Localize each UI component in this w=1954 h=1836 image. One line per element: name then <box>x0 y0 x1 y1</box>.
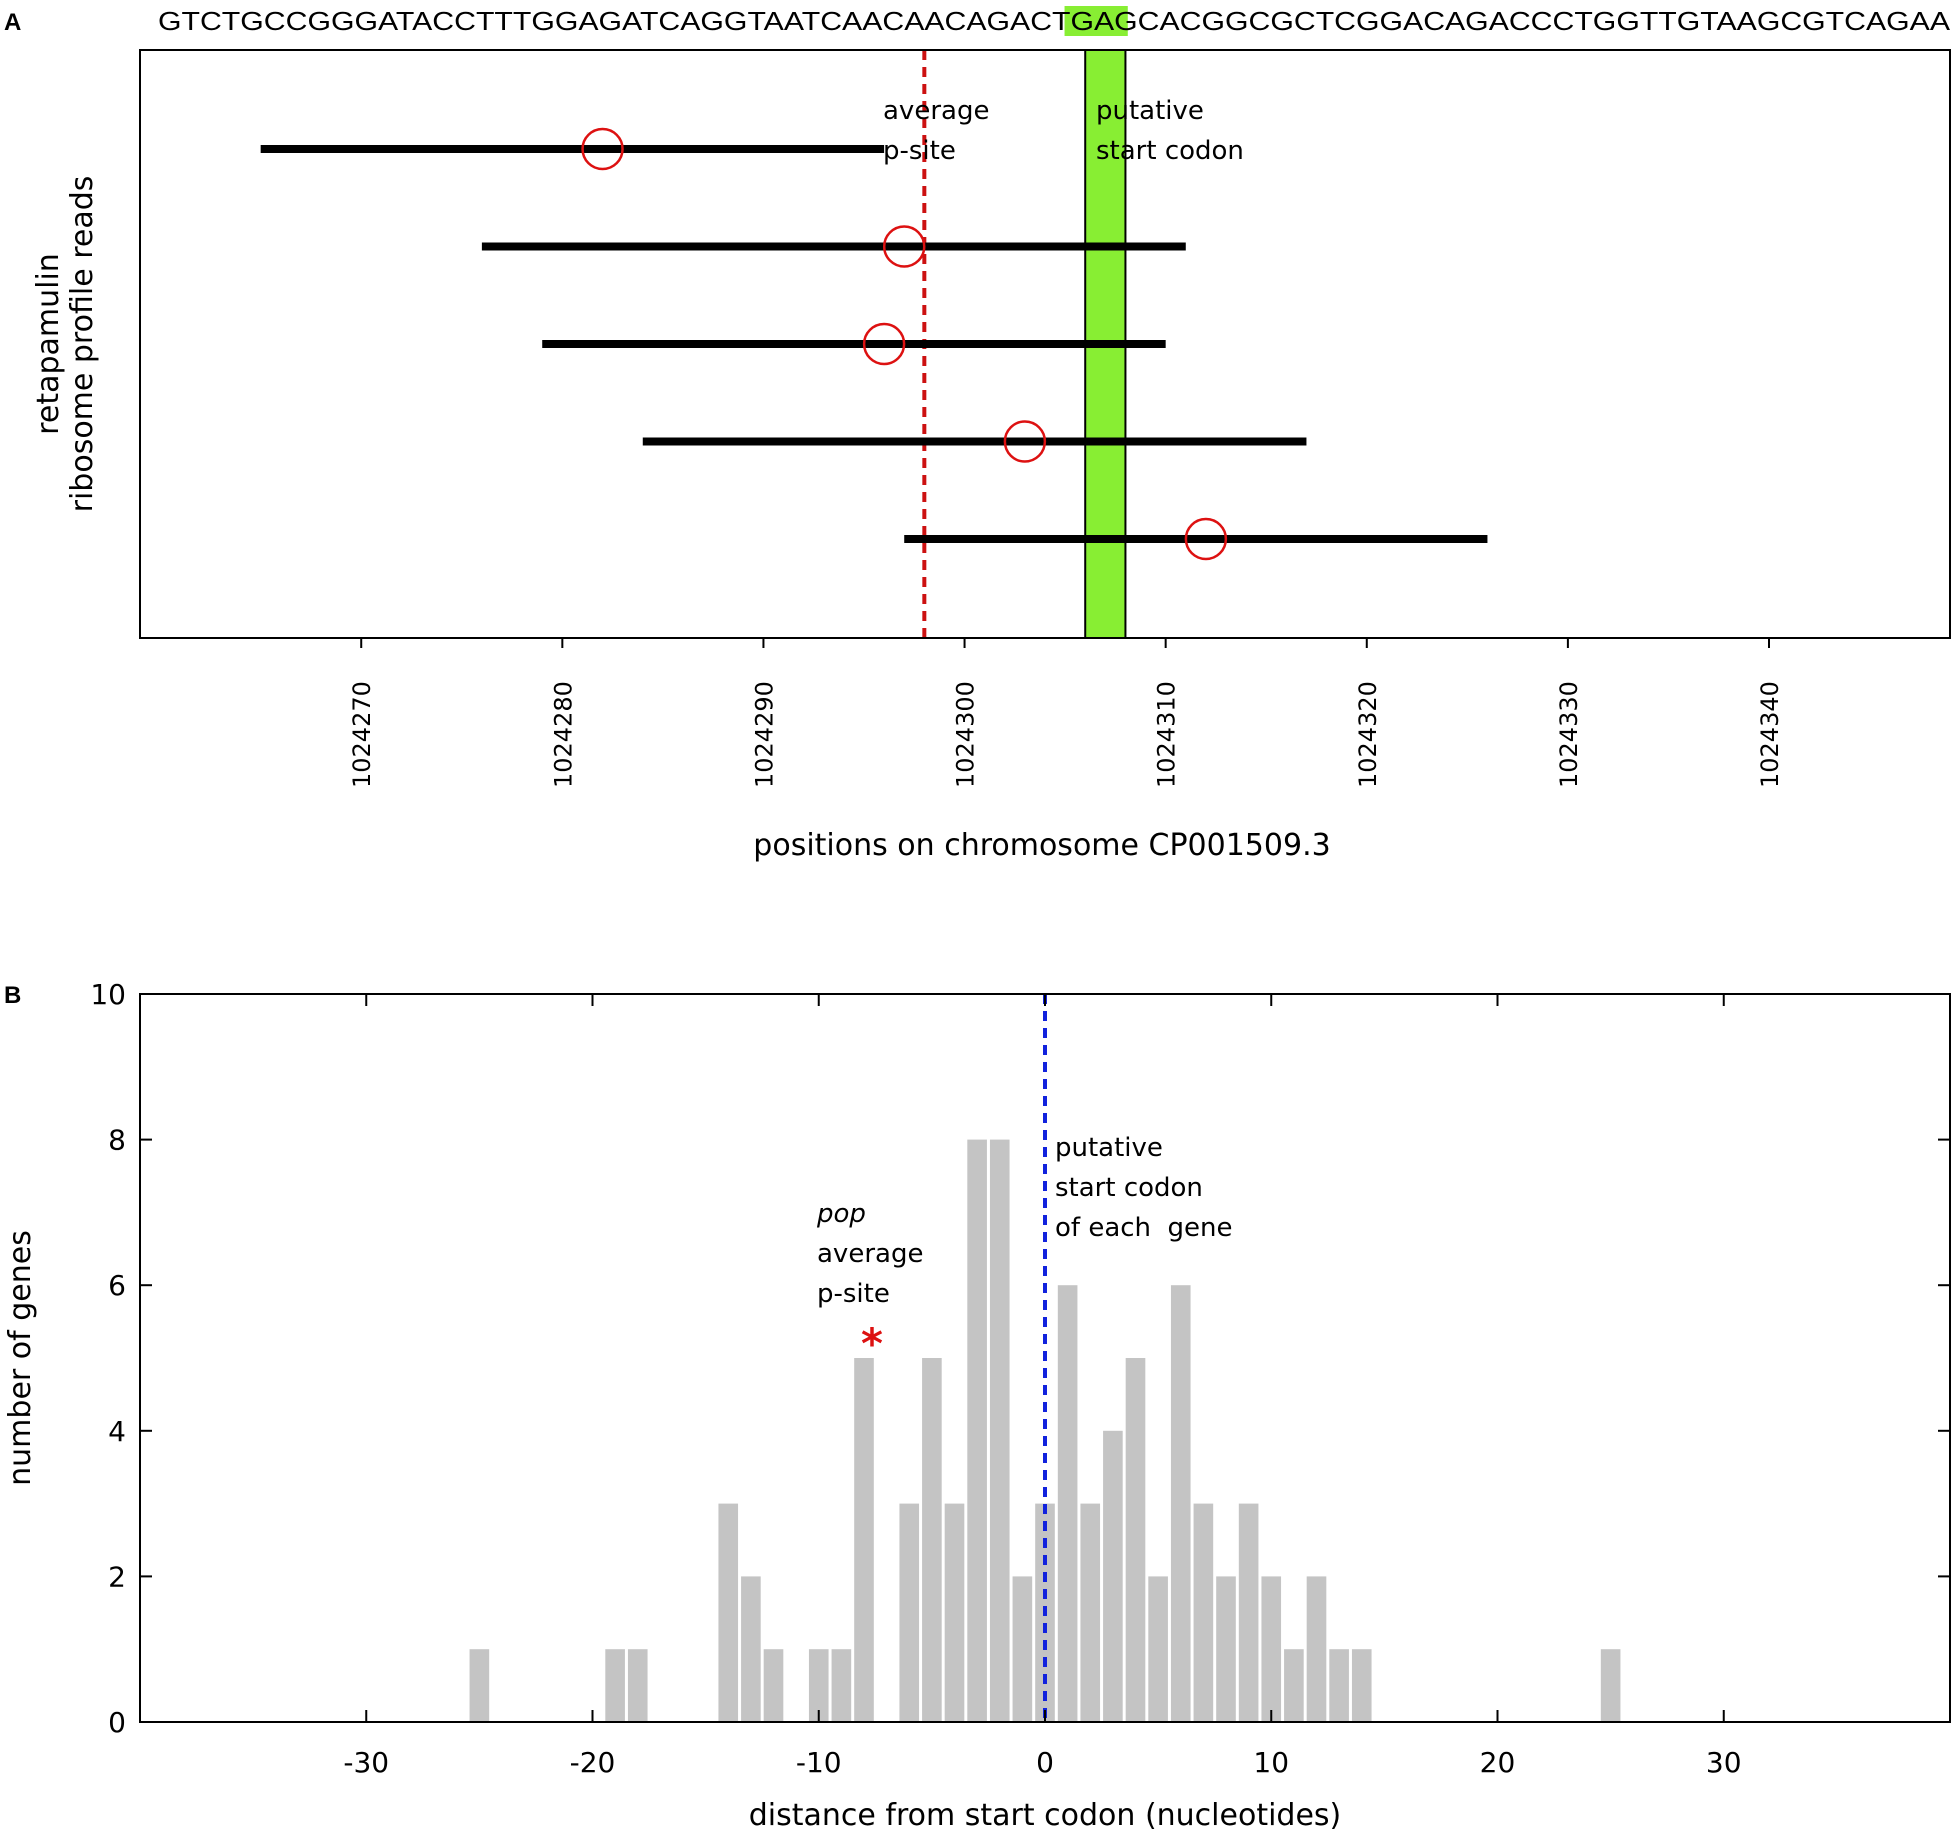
panel-a-frame <box>139 49 1951 639</box>
histogram-bar <box>741 1576 761 1722</box>
histogram-bar <box>469 1649 490 1722</box>
x-tick-label: 1024300 <box>952 681 980 788</box>
histogram-bar <box>1216 1576 1236 1722</box>
panel-a-x-ticks: 1024270 1024280 1024290 1024300 1024310 10243… <box>348 638 1784 788</box>
x-tick-label: 1024280 <box>549 681 577 788</box>
panel-a-plot <box>260 49 1488 639</box>
read-psite-circle <box>581 127 624 171</box>
x-tick-label: 1024290 <box>750 681 778 788</box>
read-psite-circle <box>862 322 906 366</box>
histogram-bar <box>1012 1576 1033 1722</box>
panel-b-ticks: 0 2 4 6 8 10 -30 -20 -10 0 10 20 30 <box>90 978 1950 1779</box>
histogram-bar <box>989 1139 1010 1722</box>
x-tick-label: 0 <box>1036 1746 1054 1779</box>
y-tick-label: 6 <box>108 1269 126 1302</box>
average-psite-label-line1: average <box>883 96 989 126</box>
pop-annotation-psite: p-site <box>817 1279 890 1309</box>
histogram-bar <box>1351 1649 1372 1722</box>
start-codon-annotation-line3: of each gene <box>1055 1213 1233 1243</box>
start-codon-label-line1: putative <box>1096 96 1204 126</box>
y-tick-label: 4 <box>108 1415 126 1448</box>
histogram-bar <box>1193 1503 1214 1722</box>
histogram-bar <box>1148 1576 1168 1722</box>
histogram-bar <box>605 1649 625 1722</box>
histogram-bar <box>627 1649 648 1722</box>
panel-a-y-axis-title-line2: ribosome profile reads <box>65 176 100 513</box>
start-codon-annotation-line2: start codon <box>1055 1173 1203 1203</box>
histogram-bar <box>1238 1503 1259 1722</box>
histogram-bar <box>1125 1358 1146 1722</box>
x-tick-label: 20 <box>1480 1746 1516 1779</box>
histogram-bar <box>831 1649 852 1722</box>
y-tick-label: 0 <box>108 1706 126 1739</box>
read-psite-circle <box>1184 517 1228 561</box>
histogram-bar <box>854 1358 874 1722</box>
histogram-bar <box>718 1503 739 1722</box>
panel-a-y-axis-title-line1: retapamulin <box>31 253 66 435</box>
x-tick-label: 1024310 <box>1153 681 1181 788</box>
sequence-part-post: GCACGGCGCTCGGACAGACCCTGGTTGTAAGCGTCAGAA <box>1114 6 1951 36</box>
x-tick-label: 1024270 <box>348 681 376 788</box>
y-tick-label: 10 <box>90 978 126 1011</box>
histogram-bar <box>1080 1503 1101 1722</box>
panel-b-plot <box>469 994 1621 1722</box>
panel-b-label: B <box>4 982 21 1009</box>
histogram-bar <box>899 1503 920 1722</box>
histogram-bar <box>967 1139 987 1722</box>
histogram-bar <box>1057 1285 1078 1722</box>
start-codon-label-line2: start codon <box>1096 136 1244 166</box>
pop-annotation: pop <box>816 1199 866 1229</box>
histogram-bar <box>1261 1576 1282 1722</box>
x-tick-label: -10 <box>796 1746 842 1779</box>
start-codon-annotation-line1: putative <box>1055 1133 1163 1163</box>
x-tick-label: 10 <box>1253 1746 1289 1779</box>
x-tick-label: -30 <box>343 1746 389 1779</box>
histogram-bar <box>922 1358 942 1722</box>
panel-a-x-axis-title: positions on chromosome CP001509.3 <box>753 828 1330 863</box>
y-tick-label: 2 <box>108 1560 126 1593</box>
read-psite-circle <box>882 225 926 268</box>
panel-b-x-axis-title: distance from start codon (nucleotides) <box>749 1798 1342 1833</box>
sequence-part-pre: GTCTGCCGGGATACCTTTGGAGATCAGGTAATCAACAACA… <box>158 6 1052 36</box>
histogram-bar <box>1284 1649 1304 1722</box>
x-tick-label: 1024340 <box>1756 681 1784 788</box>
histogram-bar <box>1600 1649 1621 1722</box>
x-tick-label: 30 <box>1706 1746 1742 1779</box>
sequence-highlight <box>1064 6 1128 36</box>
histogram-bar <box>1306 1576 1327 1722</box>
dna-sequence: GTCTGCCGGGATACCTTTGGAGATCAGGTAATCAACAACA… <box>158 6 1951 36</box>
histogram-bar <box>1103 1430 1123 1722</box>
average-psite-star: * <box>861 1319 883 1368</box>
x-tick-label: -20 <box>570 1746 616 1779</box>
panel-a-label: A <box>4 9 21 36</box>
histogram-bar <box>808 1649 829 1722</box>
x-tick-label: 1024330 <box>1555 681 1583 788</box>
histogram-bar <box>1170 1285 1191 1722</box>
histogram-bar <box>944 1503 965 1722</box>
read-psite-circle <box>1003 420 1047 463</box>
y-tick-label: 8 <box>108 1124 126 1157</box>
panel-b-y-axis-title: number of genes <box>3 1230 38 1486</box>
x-tick-label: 1024320 <box>1354 681 1382 788</box>
histogram-bar <box>1329 1649 1349 1722</box>
pop-annotation-average: average <box>817 1239 923 1269</box>
histogram-bar <box>763 1649 784 1722</box>
average-psite-label-line2: p-site <box>883 136 956 166</box>
sequence-part-hl: TGA <box>1052 6 1115 36</box>
